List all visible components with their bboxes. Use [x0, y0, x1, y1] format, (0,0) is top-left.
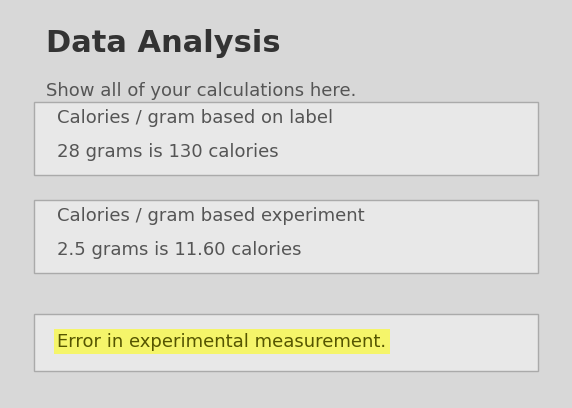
Text: Data Analysis: Data Analysis: [46, 29, 280, 58]
Text: Calories / gram based on label: Calories / gram based on label: [57, 109, 333, 127]
Text: Show all of your calculations here.: Show all of your calculations here.: [46, 82, 356, 100]
Text: 28 grams is 130 calories: 28 grams is 130 calories: [57, 143, 279, 161]
Text: Error in experimental measurement.: Error in experimental measurement.: [57, 333, 386, 350]
Text: 2.5 grams is 11.60 calories: 2.5 grams is 11.60 calories: [57, 241, 301, 259]
FancyBboxPatch shape: [34, 314, 538, 371]
FancyBboxPatch shape: [34, 200, 538, 273]
FancyBboxPatch shape: [34, 102, 538, 175]
Text: Calories / gram based experiment: Calories / gram based experiment: [57, 207, 365, 225]
